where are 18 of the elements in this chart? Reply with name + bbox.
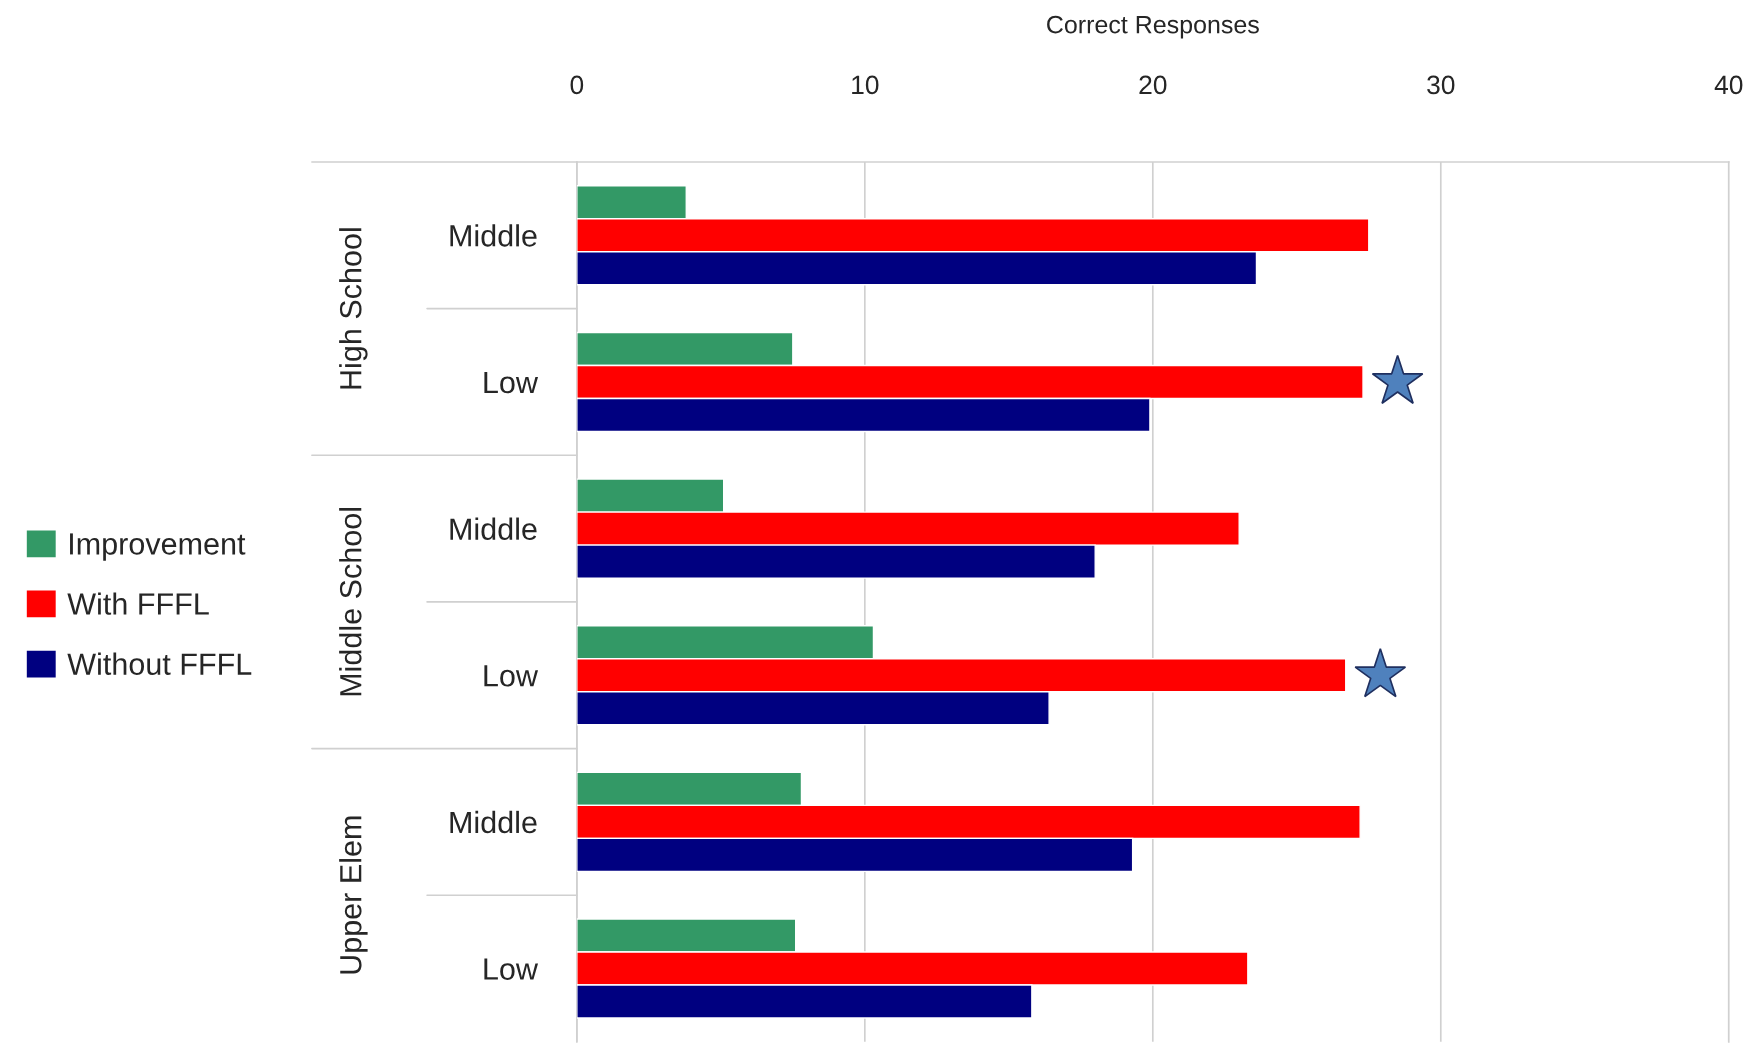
legend-label: Without FFFL	[67, 652, 252, 675]
y-tick-label: Middle	[450, 517, 537, 540]
y-tick-label: Low	[484, 372, 539, 394]
y-tick-label: Low	[484, 665, 539, 687]
legend-label: Improvement	[70, 533, 246, 561]
text: Middle School	[339, 507, 362, 696]
x-axis-title: Correct Responses	[1047, 15, 1259, 39]
text: High School	[339, 228, 368, 389]
y-tick-label: Low	[484, 958, 539, 980]
y-tick-label: Middle	[450, 224, 537, 247]
x-tick-label: 20	[1139, 75, 1167, 95]
x-tick-label: 40	[1714, 75, 1743, 95]
x-tick-label: 10	[852, 75, 879, 95]
y-tick-label: Middle	[450, 810, 537, 834]
text: Upper Elem	[339, 816, 368, 974]
x-tick-label: 30	[1427, 75, 1455, 95]
legend-label: With FFFL	[67, 592, 209, 615]
x-tick-label: 0	[570, 75, 584, 95]
